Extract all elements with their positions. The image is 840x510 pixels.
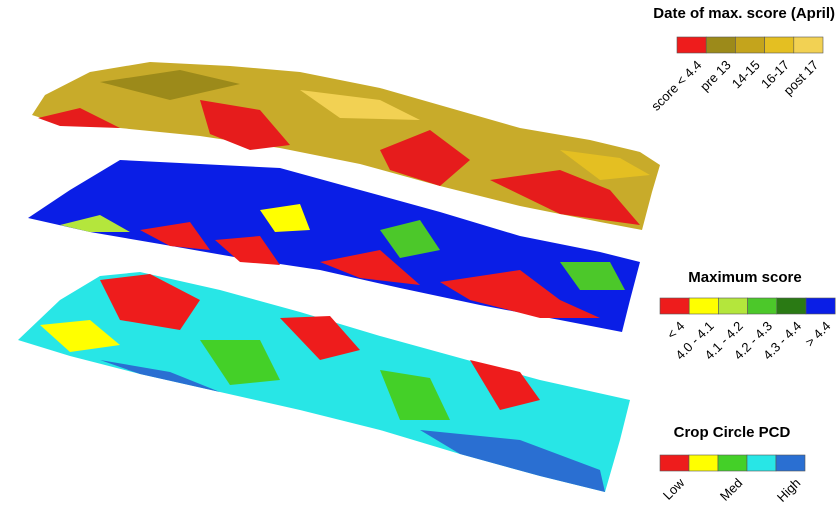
legend: Date of max. score (April) score < 4.4pre… bbox=[648, 5, 835, 114]
legend-swatch bbox=[688, 454, 719, 472]
legend-swatch bbox=[688, 297, 719, 315]
legend-swatch bbox=[718, 297, 748, 315]
legend-swatch bbox=[705, 36, 736, 54]
legend-swatch bbox=[775, 454, 806, 472]
legend-label: Med bbox=[717, 475, 745, 503]
legend-swatch bbox=[764, 36, 795, 54]
legend-title: Date of max. score (April) bbox=[653, 5, 835, 22]
legend-swatch bbox=[717, 454, 748, 472]
legend-label: > 4.4 bbox=[802, 318, 833, 349]
max-score-surface bbox=[28, 160, 640, 332]
date-surface bbox=[32, 62, 660, 230]
legend-title: Maximum score bbox=[688, 269, 801, 286]
legend-swatch bbox=[793, 36, 824, 54]
legend-swatch bbox=[747, 297, 778, 315]
pcd-surface bbox=[18, 272, 630, 492]
legend-swatch bbox=[805, 297, 836, 315]
legend: Crop Circle PCD Low Med High bbox=[659, 424, 806, 505]
legend-label: < 4 bbox=[664, 318, 688, 342]
legend-swatch bbox=[659, 454, 690, 472]
legend-title: Crop Circle PCD bbox=[674, 424, 791, 441]
legend-swatch bbox=[676, 36, 707, 54]
legend-label: High bbox=[774, 475, 804, 505]
legend: Maximum score< 44.0 - 4.14.1 - 4.24.2 - … bbox=[659, 269, 836, 363]
legends: Date of max. score (April) score < 4.4pre… bbox=[648, 5, 836, 505]
legend-label: 14-15 bbox=[729, 57, 763, 91]
legend-swatch bbox=[776, 297, 807, 315]
legend-label: pre 13 bbox=[697, 57, 734, 94]
legend-swatch bbox=[659, 297, 690, 315]
legend-swatch bbox=[746, 454, 777, 472]
legend-label: score < 4.4 bbox=[648, 57, 704, 113]
legend-label: Low bbox=[660, 475, 688, 503]
legend-swatch bbox=[735, 36, 765, 54]
